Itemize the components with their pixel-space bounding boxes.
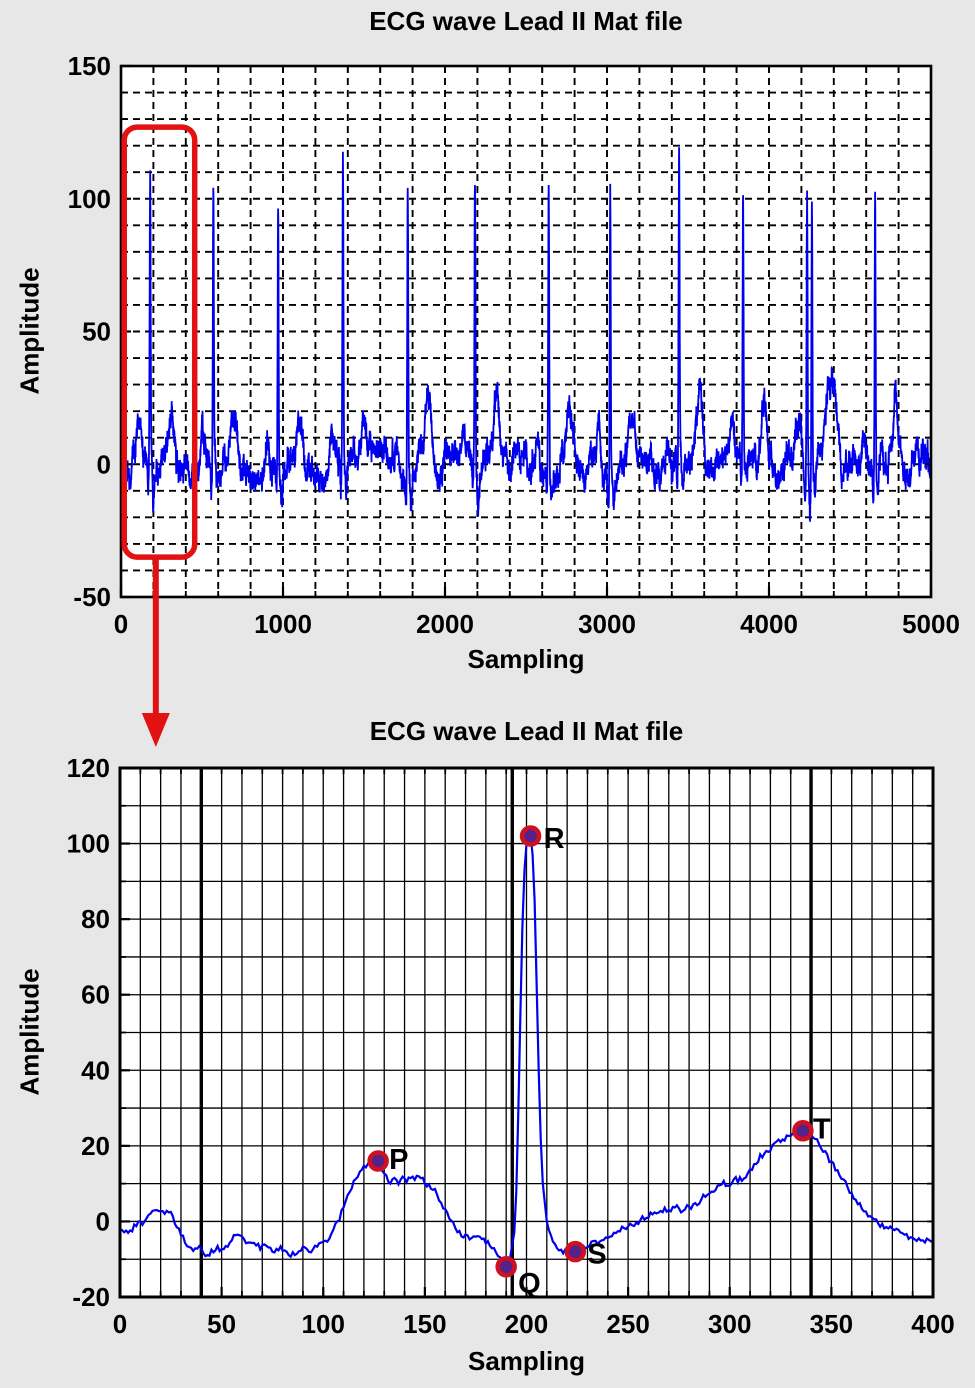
marker-label-Q: Q [518, 1268, 541, 1300]
svg-text:350: 350 [810, 1309, 853, 1339]
svg-text:120: 120 [67, 753, 110, 783]
svg-text:150: 150 [403, 1309, 446, 1339]
zoom-ylabel: Amplitude [14, 968, 45, 1096]
marker-label-R: R [544, 823, 565, 855]
zoom-chart-title: ECG wave Lead II Mat file [369, 716, 684, 746]
overview-annotations [121, 124, 198, 747]
svg-text:60: 60 [81, 980, 110, 1010]
marker-label-T: T [813, 1114, 831, 1146]
zoom-xlabel: Sampling [467, 1346, 585, 1376]
arrow-head [141, 713, 170, 747]
svg-text:1000: 1000 [254, 609, 312, 639]
marker-T [792, 1119, 814, 1142]
svg-text:0: 0 [97, 449, 111, 479]
svg-text:250: 250 [606, 1309, 649, 1339]
svg-text:3000: 3000 [578, 609, 636, 639]
marker-Q [495, 1256, 517, 1278]
svg-text:20: 20 [81, 1131, 110, 1161]
svg-text:300: 300 [708, 1309, 751, 1339]
svg-text:80: 80 [81, 904, 110, 934]
svg-text:100: 100 [67, 829, 110, 859]
svg-text:40: 40 [81, 1055, 110, 1085]
svg-text:-50: -50 [73, 582, 111, 612]
svg-text:5000: 5000 [902, 609, 960, 639]
ecg-zoomed-beat-grid [120, 768, 933, 1297]
marker-R [519, 825, 542, 847]
marker-P [367, 1150, 389, 1172]
svg-text:0: 0 [96, 1206, 110, 1236]
pqrst-markers: P Q R S T [367, 823, 831, 1300]
svg-text:4000: 4000 [740, 609, 798, 639]
ecg-zoomed-beat-tick-labels: 0 50 100 150 200 250 300 350 400120100806040200-… [67, 753, 955, 1339]
overview-chart-title: ECG wave Lead II Mat file [369, 6, 683, 36]
svg-text:200: 200 [505, 1309, 548, 1339]
marker-label-P: P [389, 1144, 408, 1176]
svg-text:0: 0 [114, 609, 128, 639]
svg-text:-20: -20 [72, 1282, 110, 1312]
svg-text:2000: 2000 [416, 609, 474, 639]
svg-text:0: 0 [113, 1309, 127, 1339]
overview-ylabel: Amplitude [14, 267, 45, 395]
overview-xlabel: Sampling [467, 644, 585, 674]
marker-label-S: S [587, 1239, 606, 1271]
ecg-zoomed-beat-emphasis-lines [199, 768, 813, 1297]
svg-text:50: 50 [82, 317, 111, 347]
marker-S [564, 1240, 587, 1263]
svg-text:150: 150 [68, 51, 111, 81]
svg-text:50: 50 [207, 1309, 236, 1339]
svg-text:400: 400 [911, 1309, 954, 1339]
svg-text:100: 100 [68, 184, 111, 214]
overview-ecg-series [120, 147, 932, 522]
highlight-box [121, 124, 198, 560]
svg-text:100: 100 [302, 1309, 345, 1339]
